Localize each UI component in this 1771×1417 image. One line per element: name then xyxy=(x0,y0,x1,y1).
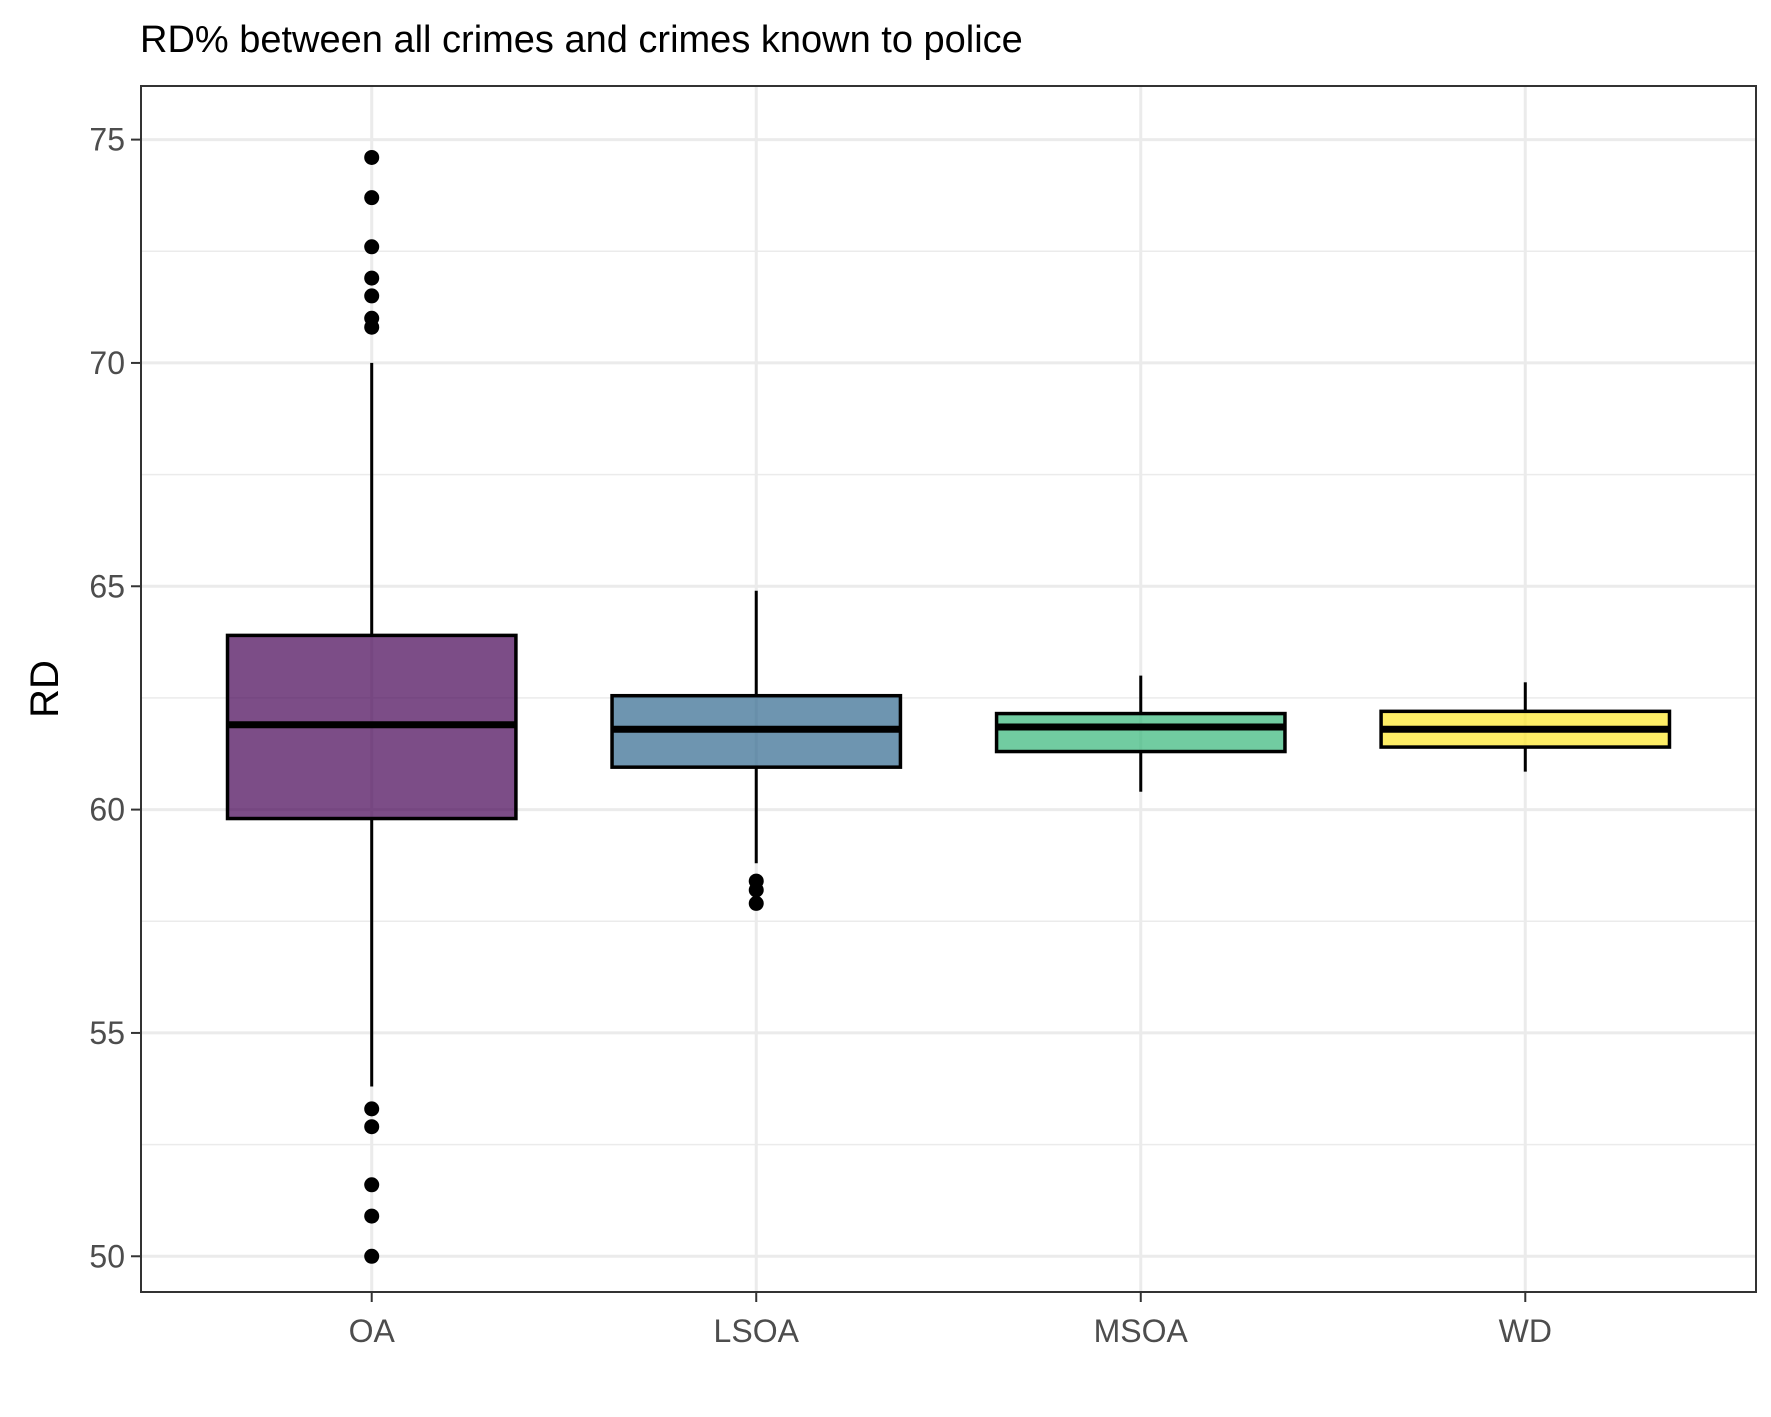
outlier-point xyxy=(364,1177,380,1193)
outlier-point xyxy=(748,882,764,898)
box-group-wd xyxy=(1379,682,1672,772)
y-tick-label: 60 xyxy=(89,792,125,828)
outlier-point xyxy=(364,190,380,206)
outlier-point xyxy=(364,239,380,255)
outlier-point xyxy=(364,288,380,304)
axes: 50 55 60 65 70 75 OA LSOA MSOA WD xyxy=(89,122,1552,1349)
outlier-point xyxy=(364,1208,380,1224)
panel-border xyxy=(140,85,1757,1293)
outlier-point xyxy=(748,895,764,911)
x-tick-label: WD xyxy=(1499,1313,1552,1349)
iqr-box xyxy=(994,711,1287,754)
y-tick-label: 75 xyxy=(89,122,125,158)
plot-marks xyxy=(225,149,1672,1264)
x-tick-label: MSOA xyxy=(1094,1313,1189,1349)
y-tick-label: 50 xyxy=(89,1238,125,1274)
x-tick-label: LSOA xyxy=(714,1313,800,1349)
outlier-point xyxy=(364,270,380,286)
y-tick-label: 70 xyxy=(89,345,125,381)
y-tick-label: 65 xyxy=(89,568,125,604)
box-group-lsoa xyxy=(610,590,903,911)
outlier-point xyxy=(364,1248,380,1264)
outlier-point xyxy=(364,1119,380,1135)
outlier-point xyxy=(364,319,380,335)
chart-title: RD% between all crimes and crimes known … xyxy=(140,19,1023,61)
x-tick-label: OA xyxy=(349,1313,396,1349)
box-group-oa xyxy=(225,149,518,1264)
outlier-point xyxy=(364,1101,380,1117)
y-tick-label: 55 xyxy=(89,1015,125,1051)
outlier-point xyxy=(364,149,380,165)
y-axis-label: RD xyxy=(23,660,67,718)
box-group-msoa xyxy=(994,675,1287,792)
